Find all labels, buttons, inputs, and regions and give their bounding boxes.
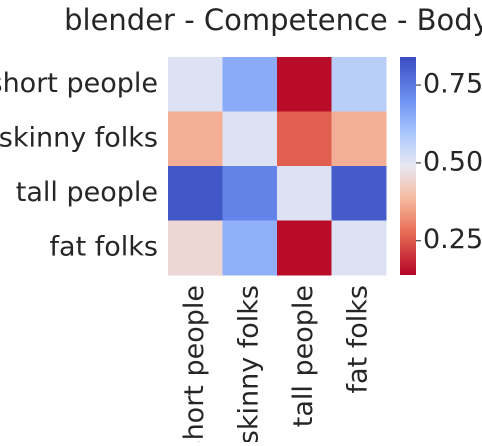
heatmap-cell [277,111,332,167]
row-tick-label: short people [0,68,158,99]
column-tick-label: skinny folks [233,285,264,442]
heatmap-cells [168,57,387,276]
heatmap-cell [331,166,387,221]
row-tick-labels: short people skinny folks tall people fat f… [0,68,158,263]
heatmap-cell [168,220,223,276]
heatmap-cell [222,111,278,167]
colorbar [400,57,416,275]
heatmap-cell [222,220,278,276]
row-tick-label: skinny folks [0,122,158,153]
colorbar-tick-label: 0.50 [423,146,482,177]
heatmap-cell [331,220,387,276]
colorbar-tick-label: 0.75 [423,69,482,100]
heatmap-cell [331,111,387,167]
heatmap-cell [277,57,332,112]
heatmap-cell [222,57,278,112]
colorbar-ticks: 0.25 0.50 0.75 [416,69,482,255]
heatmap-cell [277,166,332,221]
column-tick-label: fat folks [342,285,373,393]
row-tick-label: fat folks [50,231,158,262]
chart-title: blender - Competence - Body [64,3,482,37]
heatmap-cell [222,166,278,221]
column-tick-label: tall people [288,285,319,427]
heatmap-cell [277,220,332,276]
colorbar-tick-label: 0.25 [423,224,482,255]
column-tick-labels: short people skinny folks tall people fat f… [179,285,374,446]
column-tick-label: short people [179,285,210,442]
heatmap-cell [168,111,223,167]
heatmap-cell [331,57,387,112]
heatmap-cell [168,166,223,221]
row-tick-label: tall people [16,177,158,208]
heatmap-cell [168,57,223,112]
